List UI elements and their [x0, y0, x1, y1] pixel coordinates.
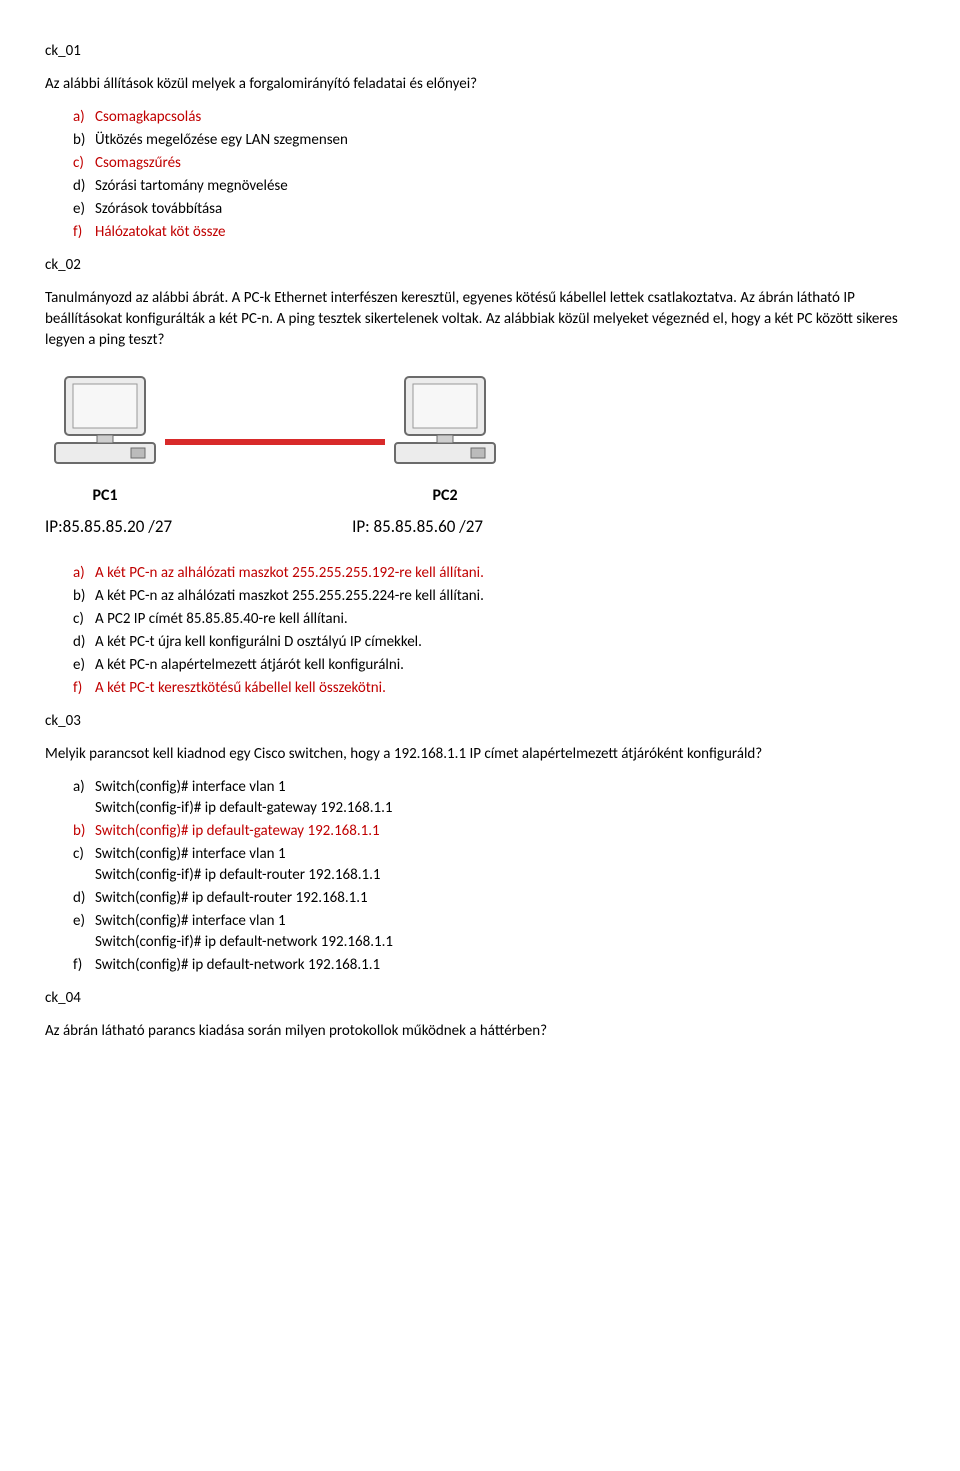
ethernet-cable — [165, 439, 385, 445]
option-row: d)Switch(config)# ip default-router 192.… — [73, 888, 915, 909]
option-text: Csomagkapcsolás — [95, 108, 201, 126]
option-text: A két PC-n alapértelmezett átjárót kell … — [95, 656, 404, 674]
pc2-ip: IP: 85.85.85.60 /27 — [352, 515, 483, 539]
option-row: e)A két PC-n alapértelmezett átjárót kel… — [73, 655, 915, 676]
question-text-q4: Az ábrán látható parancs kiadása során m… — [45, 1021, 915, 1042]
option-letter: f) — [73, 222, 95, 243]
pc2-label: PC2 — [432, 485, 457, 507]
option-text: Ütközés megelőzése egy LAN szegmensen — [95, 131, 348, 149]
option-letter: c) — [73, 153, 95, 174]
option-letter: a) — [73, 107, 95, 128]
option-letter: e) — [73, 199, 95, 220]
pc2-block: PC2 — [385, 369, 505, 507]
option-letter: d) — [73, 888, 95, 909]
option-text-line2: Switch(config-if)# ip default-gateway 19… — [73, 798, 915, 819]
option-letter: e) — [73, 911, 95, 932]
option-text: Hálózatokat köt össze — [95, 223, 225, 241]
option-row: e)Szórások továbbítása — [73, 199, 915, 220]
option-row: e)Switch(config)# interface vlan 1Switch… — [73, 911, 915, 953]
pc1-label: PC1 — [92, 485, 117, 507]
option-letter: a) — [73, 777, 95, 798]
option-row: d)Szórási tartomány megnövelése — [73, 176, 915, 197]
option-row: d)A két PC-t újra kell konfigurálni D os… — [73, 632, 915, 653]
option-letter: c) — [73, 844, 95, 865]
pc2-icon — [385, 369, 505, 479]
option-text: Switch(config)# ip default-network 192.1… — [95, 955, 380, 976]
option-row: c)Csomagszűrés — [73, 153, 915, 174]
option-row: f)A két PC-t keresztkötésű kábellel kell… — [73, 678, 915, 699]
option-row: b)Ütközés megelőzése egy LAN szegmensen — [73, 130, 915, 151]
option-text: Switch(config)# ip default-gateway 192.1… — [95, 821, 380, 842]
option-letter: f) — [73, 678, 95, 699]
option-text-line2: Switch(config-if)# ip default-network 19… — [73, 932, 915, 953]
option-letter: b) — [73, 821, 95, 842]
pc1-block: PC1 — [45, 369, 165, 507]
option-row: c)A PC2 IP címét 85.85.85.40-re kell áll… — [73, 609, 915, 630]
option-text: A két PC-n az alhálózati maszkot 255.255… — [95, 564, 484, 582]
option-text: Szórási tartomány megnövelése — [95, 177, 288, 195]
option-letter: b) — [73, 130, 95, 151]
option-text: A két PC-t keresztkötésű kábellel kell ö… — [95, 679, 386, 697]
section-label-q3: ck_03 — [45, 711, 915, 732]
option-text: Switch(config)# interface vlan 1 — [95, 844, 286, 865]
option-text: Csomagszűrés — [95, 154, 181, 172]
options-q2: a)A két PC-n az alhálózati maszkot 255.2… — [45, 563, 915, 699]
options-q3: a)Switch(config)# interface vlan 1Switch… — [45, 777, 915, 976]
question-text-q3: Melyik parancsot kell kiadnod egy Cisco … — [45, 744, 915, 765]
option-row: f)Switch(config)# ip default-network 192… — [73, 955, 915, 976]
ip-row: IP:85.85.85.20 /27 IP: 85.85.85.60 /27 — [45, 515, 915, 539]
question-text-q2: Tanulmányozd az alábbi ábrát. A PC-k Eth… — [45, 288, 915, 351]
section-label-q4: ck_04 — [45, 988, 915, 1009]
network-diagram: PC1 PC2 IP:85.85.85.20 /27 IP: 85.85.85.… — [45, 369, 915, 539]
question-text-q1: Az alábbi állítások közül melyek a forga… — [45, 74, 915, 95]
option-letter: c) — [73, 609, 95, 630]
option-text: Switch(config)# ip default-router 192.16… — [95, 888, 368, 909]
options-q1: a)Csomagkapcsolásb)Ütközés megelőzése eg… — [45, 107, 915, 243]
option-row: f)Hálózatokat köt össze — [73, 222, 915, 243]
section-label-q2: ck_02 — [45, 255, 915, 276]
option-text-line2: Switch(config-if)# ip default-router 192… — [73, 865, 915, 886]
option-letter: d) — [73, 632, 95, 653]
option-row: a)Switch(config)# interface vlan 1Switch… — [73, 777, 915, 819]
option-text: Szórások továbbítása — [95, 200, 222, 218]
section-label-q1: ck_01 — [45, 41, 915, 62]
option-letter: f) — [73, 955, 95, 976]
option-row: a)Csomagkapcsolás — [73, 107, 915, 128]
option-text: Switch(config)# interface vlan 1 — [95, 911, 286, 932]
option-letter: e) — [73, 655, 95, 676]
option-row: a)A két PC-n az alhálózati maszkot 255.2… — [73, 563, 915, 584]
option-text: Switch(config)# interface vlan 1 — [95, 777, 286, 798]
option-text: A két PC-n az alhálózati maszkot 255.255… — [95, 587, 484, 605]
option-row: b)A két PC-n az alhálózati maszkot 255.2… — [73, 586, 915, 607]
option-letter: b) — [73, 586, 95, 607]
option-text: A két PC-t újra kell konfigurálni D oszt… — [95, 633, 422, 651]
option-letter: d) — [73, 176, 95, 197]
pc1-ip: IP:85.85.85.20 /27 — [45, 515, 172, 539]
option-text: A PC2 IP címét 85.85.85.40-re kell állít… — [95, 610, 348, 628]
option-letter: a) — [73, 563, 95, 584]
option-row: c)Switch(config)# interface vlan 1Switch… — [73, 844, 915, 886]
option-row: b)Switch(config)# ip default-gateway 192… — [73, 821, 915, 842]
pc1-icon — [45, 369, 165, 479]
